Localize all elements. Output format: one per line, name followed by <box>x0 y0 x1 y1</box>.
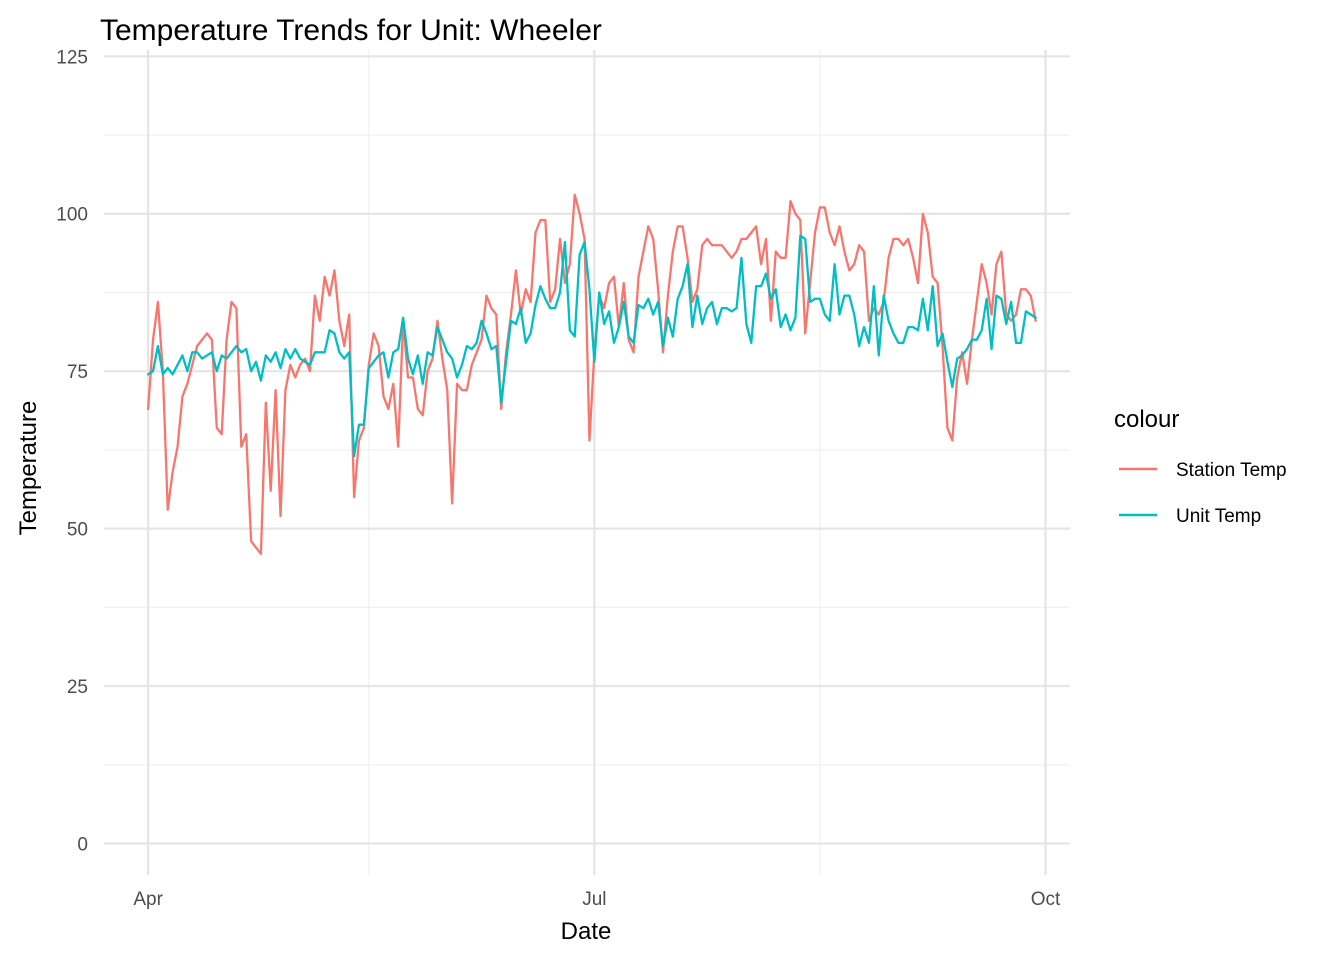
legend-title: colour <box>1114 406 1179 433</box>
y-tick-label: 25 <box>67 677 88 698</box>
x-tick-label: Oct <box>1031 889 1061 910</box>
x-tick-label: Apr <box>133 889 163 910</box>
series-line-unit-temp <box>146 234 1037 458</box>
y-tick-label: 0 <box>77 835 88 856</box>
series-line-station-temp <box>146 193 1037 555</box>
x-axis-title: Date <box>561 918 612 945</box>
y-tick-label: 50 <box>67 520 88 541</box>
chart-title: Temperature Trends for Unit: Wheeler <box>100 14 602 47</box>
y-tick-label: 75 <box>67 362 88 383</box>
y-axis-tick-labels: 0 25 50 75 100 125 <box>56 47 88 855</box>
legend: colour Station Temp Unit Temp <box>1114 406 1287 527</box>
x-axis-tick-labels: Apr Jul Oct <box>133 889 1061 910</box>
legend-label-unit-temp: Unit Temp <box>1176 506 1261 527</box>
series-lines <box>146 193 1037 555</box>
y-axis-title: Temperature <box>15 401 42 536</box>
y-tick-label: 125 <box>56 47 88 68</box>
legend-items: Station Temp Unit Temp <box>1119 460 1287 527</box>
legend-label-station-temp: Station Temp <box>1176 460 1287 481</box>
major-gridlines <box>104 50 1070 875</box>
x-tick-label: Jul <box>582 889 606 910</box>
y-tick-label: 100 <box>56 205 88 226</box>
